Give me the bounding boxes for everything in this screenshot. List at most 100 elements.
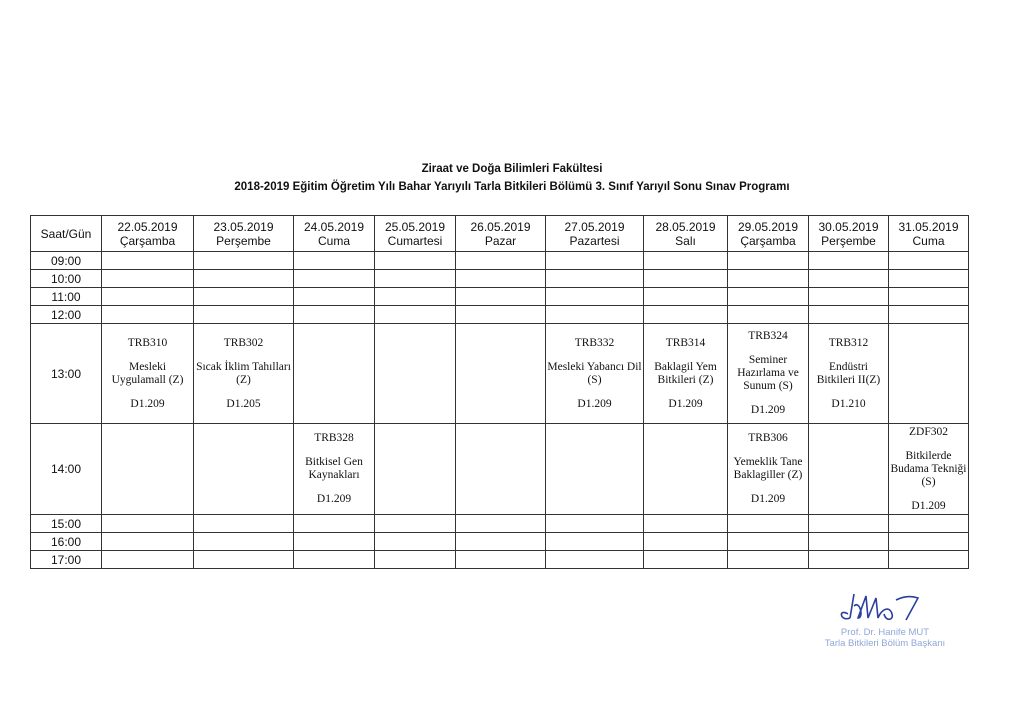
schedule-cell (293, 305, 375, 324)
course-name: Endüstri Bitkileri II(Z) (816, 360, 881, 386)
schedule-cell (374, 269, 456, 288)
time-label: 09:00 (30, 251, 102, 270)
schedule-cell (293, 550, 375, 569)
schedule-cell (193, 251, 294, 270)
schedule-cell (643, 269, 728, 288)
schedule-cell (643, 423, 728, 515)
schedule-cell (888, 514, 969, 533)
schedule-cell (727, 287, 809, 306)
signatory-name: Prof. Dr. Hanife MUT (840, 627, 930, 638)
schedule-cell (727, 251, 809, 270)
schedule-cell (727, 305, 809, 324)
day-name: Cumartesi (387, 233, 443, 248)
course-code: TRB332 (574, 336, 615, 349)
time-label: 10:00 (30, 269, 102, 288)
schedule-cell (293, 269, 375, 288)
exam-room: D1.205 (226, 397, 261, 410)
schedule-cell (888, 532, 969, 551)
course-code: TRB312 (828, 336, 869, 349)
day-header: 31.05.2019 Cuma (888, 215, 969, 252)
schedule-cell (374, 532, 456, 551)
schedule-cell (293, 514, 375, 533)
schedule-cell (374, 251, 456, 270)
day-date: 22.05.2019 (117, 219, 178, 234)
time-label: 17:00 (30, 550, 102, 569)
schedule-cell (193, 550, 294, 569)
schedule-cell (808, 269, 889, 288)
faculty-title: Ziraat ve Doğa Bilimleri Fakültesi (421, 163, 603, 175)
schedule-cell (293, 323, 375, 424)
schedule-cell (293, 532, 375, 551)
schedule-cell (808, 423, 889, 515)
time-row: 15:00 (30, 514, 969, 533)
day-header: 28.05.2019 Salı (643, 215, 728, 252)
exam-cell: TRB312 Endüstri Bitkileri II(Z) D1.210 (808, 323, 889, 424)
exam-cell: TRB332 Mesleki Yabancı Dil (S) D1.209 (545, 323, 644, 424)
handwritten-signature (840, 593, 920, 621)
schedule-cell (374, 305, 456, 324)
schedule-cell (643, 287, 728, 306)
schedule-cell (727, 269, 809, 288)
schedule-cell (643, 532, 728, 551)
day-date: 29.05.2019 (737, 219, 799, 234)
schedule-cell (545, 514, 644, 533)
exam-cell: TRB314 Baklagil Yem Bitkileri (Z) D1.209 (643, 323, 728, 424)
day-header: 30.05.2019 Perşembe (808, 215, 889, 252)
time-row: 13:00 TRB310 Mesleki Uygulamall (Z) D1.209 T… (30, 323, 969, 424)
schedule-cell (374, 323, 456, 424)
time-row: 14:00 TRB328 Bitkisel Gen Kaynakları D1.209… (30, 423, 969, 515)
schedule-cell (643, 550, 728, 569)
schedule-cell (643, 305, 728, 324)
course-code: TRB310 (127, 336, 168, 349)
course-name: Mesleki Yabancı Dil (S) (547, 360, 642, 386)
schedule-cell (888, 287, 969, 306)
course-name: Yemeklik Tane Baklagiller (Z) (733, 456, 803, 481)
time-row: 11:00 (30, 287, 969, 306)
exam-schedule-table: Saat/Gün 22.05.2019 Çarşamba 23.05.2019 Perş… (30, 215, 969, 569)
time-row: 10:00 (30, 269, 969, 288)
time-label: 14:00 (30, 423, 102, 515)
schedule-cell (374, 550, 456, 569)
schedule-cell (374, 514, 456, 533)
schedule-cell (545, 251, 644, 270)
schedule-cell (808, 532, 889, 551)
exam-cell: ZDF302 Bitkilerde Budama Tekniği (S) D1.20… (888, 423, 969, 515)
exam-cell: TRB302 Sıcak İklim Tahılları (Z) D1.205 (193, 323, 294, 424)
schedule-cell (101, 305, 194, 324)
time-label: 13:00 (30, 323, 102, 424)
course-code: TRB314 (665, 336, 706, 349)
schedule-cell (193, 532, 294, 551)
day-name: Pazar (484, 233, 517, 248)
schedule-cell (293, 251, 375, 270)
day-name: Cuma (912, 233, 945, 248)
course-name: Seminer Hazırlama ve Sunum (S) (737, 354, 799, 392)
schedule-cell (455, 423, 546, 515)
course-name: Bitkisel Gen Kaynakları (305, 456, 363, 481)
day-name: Çarşamba (740, 233, 796, 248)
program-title: 2018-2019 Eğitim Öğretim Yılı Bahar Yarı… (234, 181, 790, 193)
schedule-cell (455, 251, 546, 270)
schedule-cell (101, 514, 194, 533)
day-header: 26.05.2019 Pazar (455, 215, 546, 252)
exam-room: D1.209 (130, 397, 165, 410)
day-date: 26.05.2019 (470, 219, 531, 234)
day-name: Perşembe (821, 233, 876, 248)
course-code: TRB328 (314, 432, 354, 444)
schedule-cell (808, 514, 889, 533)
time-label: 16:00 (30, 532, 102, 551)
schedule-cell (727, 532, 809, 551)
exam-room: D1.209 (750, 493, 786, 505)
exam-cell: TRB324 Seminer Hazırlama ve Sunum (S) D1.2… (727, 323, 809, 424)
time-row: 09:00 (30, 251, 969, 270)
schedule-cell (727, 514, 809, 533)
schedule-cell (808, 287, 889, 306)
course-code: TRB306 (748, 432, 788, 444)
course-code: TRB324 (748, 330, 788, 342)
schedule-cell (545, 423, 644, 515)
day-header: 23.05.2019 Perşembe (193, 215, 294, 252)
exam-room: D1.209 (668, 397, 703, 410)
course-name: Sıcak İklim Tahılları (Z) (196, 360, 291, 386)
schedule-cell (101, 423, 194, 515)
schedule-cell (101, 550, 194, 569)
exam-room: D1.209 (316, 493, 352, 505)
